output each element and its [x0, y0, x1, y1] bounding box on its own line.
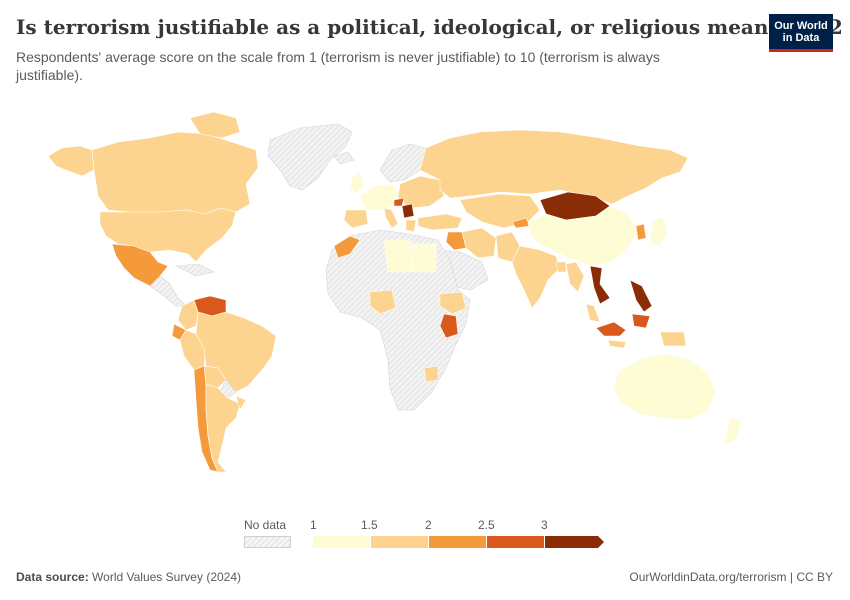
- morocco-region[interactable]: [333, 235, 361, 259]
- chart-subtitle: Respondents' average score on the scale …: [16, 49, 660, 83]
- chart-title: Is terrorism justifiable as a political,…: [16, 15, 843, 39]
- world-map[interactable]: [0, 105, 850, 515]
- serbia-region[interactable]: [401, 203, 415, 219]
- greenland-region[interactable]: [267, 123, 353, 191]
- logo-line-1: Our World: [774, 19, 828, 32]
- iberia-region[interactable]: [343, 209, 369, 229]
- alaska-region[interactable]: [47, 145, 95, 177]
- iraq-region[interactable]: [445, 231, 467, 251]
- greece-region[interactable]: [405, 219, 417, 233]
- bangladesh-region[interactable]: [555, 261, 567, 273]
- caribbean-region[interactable]: [175, 263, 215, 277]
- iran-region[interactable]: [461, 227, 497, 259]
- iceland-region[interactable]: [333, 151, 355, 165]
- australia-region[interactable]: [613, 353, 717, 421]
- central-america-region[interactable]: [149, 275, 187, 307]
- legend-tick-1: 1: [310, 518, 317, 532]
- canada-arctic-islands[interactable]: [189, 111, 241, 139]
- usa-region[interactable]: [99, 207, 237, 263]
- legend-bin-4[interactable]: [487, 536, 545, 548]
- data-source-text: World Values Survey (2024): [92, 570, 242, 584]
- footer-link[interactable]: OurWorldinData.org/terrorism | CC BY: [629, 570, 833, 584]
- brazil-region[interactable]: [195, 311, 277, 393]
- legend-tick-1-5: 1.5: [361, 518, 378, 532]
- balkans-region[interactable]: [393, 197, 405, 207]
- data-source-label: Data source:: [16, 570, 89, 584]
- data-source: Data source: World Values Survey (2024): [16, 570, 241, 584]
- argentina-region[interactable]: [205, 383, 241, 473]
- indonesia-region[interactable]: [595, 313, 651, 337]
- legend-tick-3: 3: [541, 518, 548, 532]
- libya-region[interactable]: [383, 239, 413, 273]
- italy-region[interactable]: [383, 207, 399, 229]
- legend-bin-2[interactable]: [371, 536, 429, 548]
- malaysia-region[interactable]: [585, 303, 601, 323]
- turkey-region[interactable]: [417, 213, 463, 231]
- legend-tick-2-5: 2.5: [478, 518, 495, 532]
- russia-region[interactable]: [419, 129, 689, 205]
- legend-bin-5[interactable]: [545, 536, 599, 548]
- new-zealand-region[interactable]: [723, 417, 743, 447]
- legend-bin-1[interactable]: [313, 536, 371, 548]
- logo-line-2: in Data: [782, 31, 820, 44]
- china-region[interactable]: [527, 205, 639, 267]
- owid-logo[interactable]: Our World in Data: [769, 14, 833, 52]
- legend-bin-3[interactable]: [429, 536, 487, 548]
- korea-region[interactable]: [635, 223, 647, 241]
- kenya-region[interactable]: [439, 313, 459, 339]
- india-region[interactable]: [511, 245, 561, 309]
- eastern-europe-region[interactable]: [397, 175, 445, 209]
- legend-arrow-icon: [598, 536, 604, 548]
- indonesia-east-region[interactable]: [607, 331, 687, 349]
- uk-region[interactable]: [349, 171, 365, 195]
- uruguay-region[interactable]: [235, 395, 247, 411]
- japan-region[interactable]: [649, 215, 669, 247]
- canada-region[interactable]: [91, 131, 259, 215]
- ethiopia-region[interactable]: [439, 291, 467, 315]
- legend-tick-2: 2: [425, 518, 432, 532]
- legend-nodata-label: No data: [244, 518, 287, 532]
- zimbabwe-region[interactable]: [423, 365, 439, 383]
- nigeria-region[interactable]: [369, 289, 397, 315]
- philippines-region[interactable]: [629, 279, 653, 313]
- africa-region[interactable]: [325, 229, 471, 411]
- map-legend: No data 1 1.5 2 2.5 3: [0, 514, 850, 554]
- myanmar-region[interactable]: [565, 261, 585, 293]
- vietnam-region[interactable]: [589, 265, 611, 305]
- colombia-region[interactable]: [177, 299, 199, 331]
- legend-nodata-swatch[interactable]: [244, 536, 291, 548]
- egypt-region[interactable]: [411, 243, 437, 273]
